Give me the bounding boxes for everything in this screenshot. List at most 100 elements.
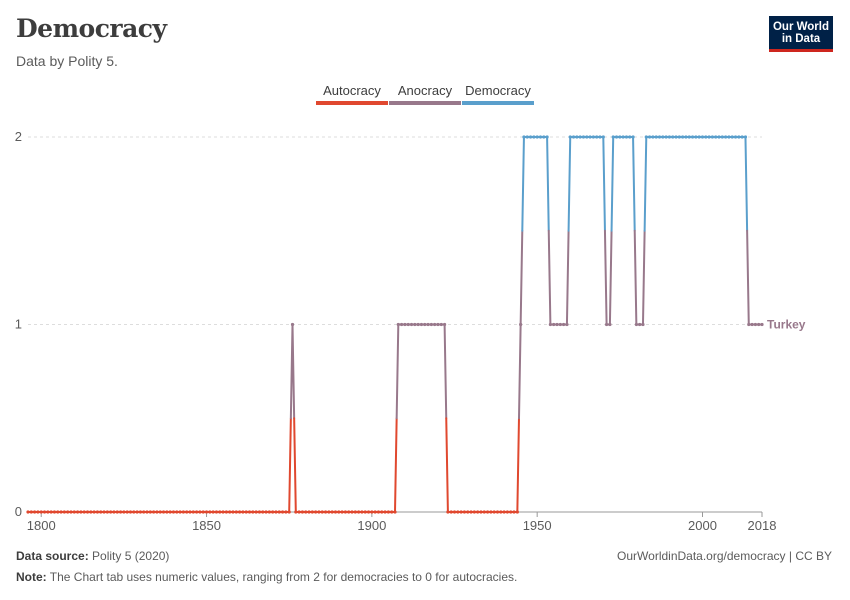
data-point: [115, 510, 119, 514]
data-point: [158, 510, 162, 514]
series-line-segment: [395, 323, 400, 420]
data-point: [274, 510, 278, 514]
data-point: [426, 322, 430, 327]
data-point: [340, 510, 344, 514]
data-point: [99, 510, 103, 514]
data-point: [105, 510, 109, 514]
chart-note: Note: The Chart tab uses numeric values,…: [16, 570, 517, 584]
data-point: [138, 510, 143, 514]
data-point: [519, 322, 523, 327]
data-point: [271, 510, 275, 514]
data-point: [317, 510, 321, 514]
data-point: [307, 510, 311, 514]
data-point: [152, 510, 156, 514]
data-point: [320, 510, 324, 514]
x-tick-label: 1850: [192, 518, 221, 533]
data-point: [409, 322, 414, 327]
data-point: [29, 510, 33, 514]
data-point: [224, 510, 228, 514]
x-tick-label: 2018: [748, 518, 777, 533]
series-line-segment: [744, 136, 749, 232]
data-point: [509, 510, 513, 514]
chart-subtitle: Data by Polity 5.: [16, 53, 118, 69]
data-point: [618, 135, 622, 139]
data-point: [185, 510, 189, 514]
data-point: [128, 510, 133, 514]
series-line-segment: [565, 229, 570, 326]
data-point: [462, 510, 467, 514]
series-line-segment: [519, 229, 524, 326]
data-point: [588, 135, 592, 139]
data-point: [479, 510, 483, 514]
data-point: [429, 322, 433, 327]
logo-accent-bar: [769, 49, 833, 52]
data-point: [370, 510, 374, 514]
data-point: [568, 135, 572, 139]
data-point: [56, 510, 60, 514]
data-point: [89, 510, 93, 514]
data-point: [489, 510, 493, 514]
data-point: [717, 135, 721, 139]
site-link[interactable]: OurWorldinData.org/democracy | CC BY: [617, 549, 832, 563]
logo-line-1: Our World: [772, 21, 829, 33]
data-point: [737, 135, 741, 139]
data-point: [59, 510, 63, 514]
note-text: The Chart tab uses numeric values, rangi…: [49, 570, 518, 584]
data-point: [575, 135, 579, 139]
data-point: [228, 510, 232, 514]
data-point: [548, 322, 552, 327]
legend-item-democracy[interactable]: Democracy: [462, 83, 534, 105]
data-point: [92, 510, 96, 514]
data-point: [376, 510, 381, 514]
note-label: Note:: [16, 570, 47, 584]
data-point: [393, 510, 397, 514]
data-point: [287, 510, 291, 514]
data-point: [39, 510, 43, 514]
data-point: [647, 135, 652, 139]
data-point: [522, 135, 526, 139]
owid-logo[interactable]: Our World in Data: [769, 16, 833, 52]
data-point: [681, 135, 685, 139]
data-point: [700, 135, 705, 139]
data-source: Data source: Polity 5 (2020): [16, 549, 169, 563]
legend-label: Democracy: [465, 83, 531, 98]
data-point: [598, 135, 602, 139]
x-tick-label: 2000: [688, 518, 717, 533]
series-line-segment: [291, 323, 296, 420]
data-point: [337, 510, 341, 514]
data-point: [33, 510, 37, 514]
data-source-link[interactable]: Polity 5 (2020): [92, 549, 170, 563]
data-point: [390, 510, 394, 514]
data-point: [638, 322, 642, 327]
legend-item-autocracy[interactable]: Autocracy: [316, 83, 388, 105]
series-line-segment: [610, 136, 615, 232]
data-point: [148, 510, 152, 514]
logo-line-2: in Data: [781, 33, 821, 45]
data-point: [79, 510, 83, 514]
data-point: [515, 510, 519, 514]
series-label-turkey: Turkey: [767, 318, 806, 332]
data-point: [743, 135, 748, 139]
data-point: [267, 510, 271, 514]
data-point: [439, 322, 443, 327]
data-point: [85, 510, 90, 514]
data-point: [261, 510, 265, 514]
data-point: [247, 510, 252, 514]
legend-swatch: [462, 101, 534, 105]
data-point: [323, 510, 328, 514]
legend-label: Anocracy: [397, 83, 453, 98]
data-point: [52, 510, 57, 514]
data-point: [608, 322, 612, 327]
legend-item-anocracy[interactable]: Anocracy: [389, 83, 461, 105]
data-point: [720, 135, 724, 139]
series-line-segment: [632, 136, 636, 232]
x-tick-label: 1900: [357, 518, 386, 533]
data-point: [69, 510, 73, 514]
legend-label: Autocracy: [323, 83, 381, 98]
data-point: [657, 135, 662, 139]
data-point: [502, 510, 506, 514]
data-point: [757, 322, 761, 327]
data-point: [753, 322, 757, 327]
data-point: [264, 510, 268, 514]
data-point: [195, 510, 199, 514]
